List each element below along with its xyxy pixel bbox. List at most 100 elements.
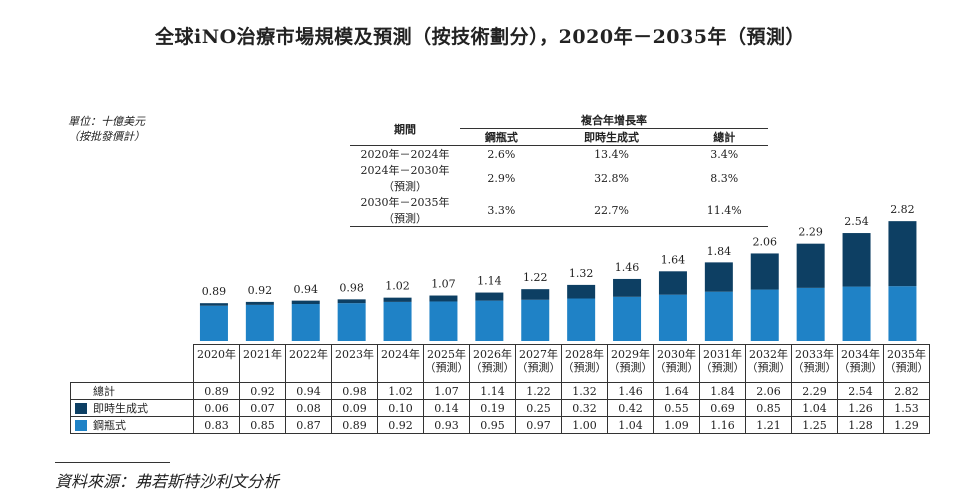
total-data-label: 1.32 [569,267,594,280]
forecast-label: （預測） [424,361,469,374]
total-data-label: 1.84 [707,245,732,258]
year-label: 2033年 [795,348,834,361]
row-label-text: 總計 [93,384,115,398]
cagr-value: 3.4% [710,147,739,161]
period-header: 期間 [350,112,460,146]
chart-title: 全球iNO治療市場規模及預測（按技術劃分），2020年－2035年（預測） [155,26,805,48]
year-header: 2035年 （預測） [883,344,930,383]
value-cell: 1.02 [377,382,424,400]
year-header: 2023年 [331,344,378,383]
data-table: 2020年 2021年 2022年 2023年 2024年 2025年 （預測） 2026年（… [70,344,930,434]
cagr-row: 2024年－2030年（預測） 2.9% 32.8% 8.3% [350,162,768,194]
bar-on-demand [291,300,320,305]
value-cell: 1.64 [653,382,700,400]
value-cell: 1.25 [791,416,838,434]
total-data-label: 0.98 [339,281,364,294]
value-cell: 0.89 [193,382,240,400]
total-data-label: 2.82 [890,203,915,216]
bar-on-demand [888,221,917,287]
value-cell: 0.09 [331,399,378,417]
bar-on-demand [199,303,228,306]
year-label: 2029年 [611,348,650,361]
value-cell: 0.98 [331,382,378,400]
row-label: 總計 [70,382,194,400]
source-note: 資料來源：弗若斯特沙利文分析 [55,472,280,491]
bar-cylinder [888,286,917,341]
price-basis-label: （按批發價計） [68,130,145,143]
value-cell: 2.06 [745,382,792,400]
bar-cylinder [245,304,274,341]
year-header: 2027年 （預測） [515,344,562,383]
value-cell: 2.54 [837,382,884,400]
value-cell: 0.83 [193,416,240,434]
cagr-col-ondemand: 即時生成式 [542,128,681,146]
value-cell: 0.10 [377,399,424,417]
bar-on-demand [704,262,733,292]
legend-swatch [75,420,87,431]
year-header: 2021年 [239,344,286,383]
total-data-label: 1.14 [477,275,502,288]
row-label: 即時生成式 [70,399,194,417]
bar-on-demand [383,297,412,302]
bar-on-demand [842,233,871,287]
value-cell: 2.29 [791,382,838,400]
year-label: 2027年 [519,348,558,361]
bar-cylinder [704,291,733,341]
value-cell: 0.25 [515,399,562,417]
forecast-label: （預測） [470,361,515,374]
value-cell: 0.85 [239,416,286,434]
value-cell: 1.84 [699,382,746,400]
value-cell: 1.32 [561,382,608,400]
row-label-text: 即時生成式 [93,401,148,415]
value-cell: 1.29 [883,416,930,434]
year-header: 2022年 [285,344,332,383]
value-cell: 0.06 [193,399,240,417]
forecast-label: （預測） [700,361,745,374]
row-label: 鋼瓶式 [70,416,194,434]
year-label: 2023年 [335,348,374,361]
year-label: 2021年 [243,348,282,361]
bar-on-demand [613,278,642,297]
cagr-period: 2020年－2024年 [360,148,450,161]
year-header: 2030年 （預測） [653,344,700,383]
bar-cylinder [750,289,779,341]
value-cell: 2.82 [883,382,930,400]
total-data-label: 1.02 [385,280,410,293]
total-data-label: 1.22 [523,271,548,284]
value-cell: 1.09 [653,416,700,434]
bar-cylinder [842,286,871,341]
bar-on-demand [658,271,687,295]
bar-cylinder [337,303,366,341]
bar-on-demand [337,299,366,304]
total-data-label: 2.29 [798,226,823,239]
year-header: 2034年 （預測） [837,344,884,383]
bar-cylinder [796,287,825,341]
value-cell: 0.87 [285,416,332,434]
forecast-label: （預測） [746,361,791,374]
year-header: 2033年 （預測） [791,344,838,383]
cagr-value: 3.3% [460,194,543,227]
cagr-period: 2024年－2030年（預測） [360,164,450,193]
year-header: 2026年 （預測） [469,344,516,383]
year-label: 2024年 [381,348,420,361]
value-cell: 0.97 [515,416,562,434]
year-label: 2032年 [749,348,788,361]
cagr-value: 22.7% [542,194,681,227]
forecast-label: （預測） [654,361,699,374]
bar-on-demand [567,284,596,299]
cagr-col-cylinder: 鋼瓶式 [460,128,543,146]
unit-label: 單位：十億美元 [68,115,145,128]
value-cell: 1.22 [515,382,562,400]
value-cell: 0.85 [745,399,792,417]
cagr-value: 32.8% [594,171,630,185]
row-label-text: 鋼瓶式 [93,418,126,432]
bar-cylinder [521,299,550,341]
total-data-label: 0.92 [248,284,273,297]
value-cell: 0.19 [469,399,516,417]
year-label: 2030年 [657,348,696,361]
year-label: 2035年 [887,348,926,361]
total-row: 總計 0.89 0.92 0.94 0.98 1.02 1.07 1.14 1.22 1.32 1.… [70,382,930,400]
year-label: 2034年 [841,348,880,361]
year-header: 2029年 （預測） [607,344,654,383]
